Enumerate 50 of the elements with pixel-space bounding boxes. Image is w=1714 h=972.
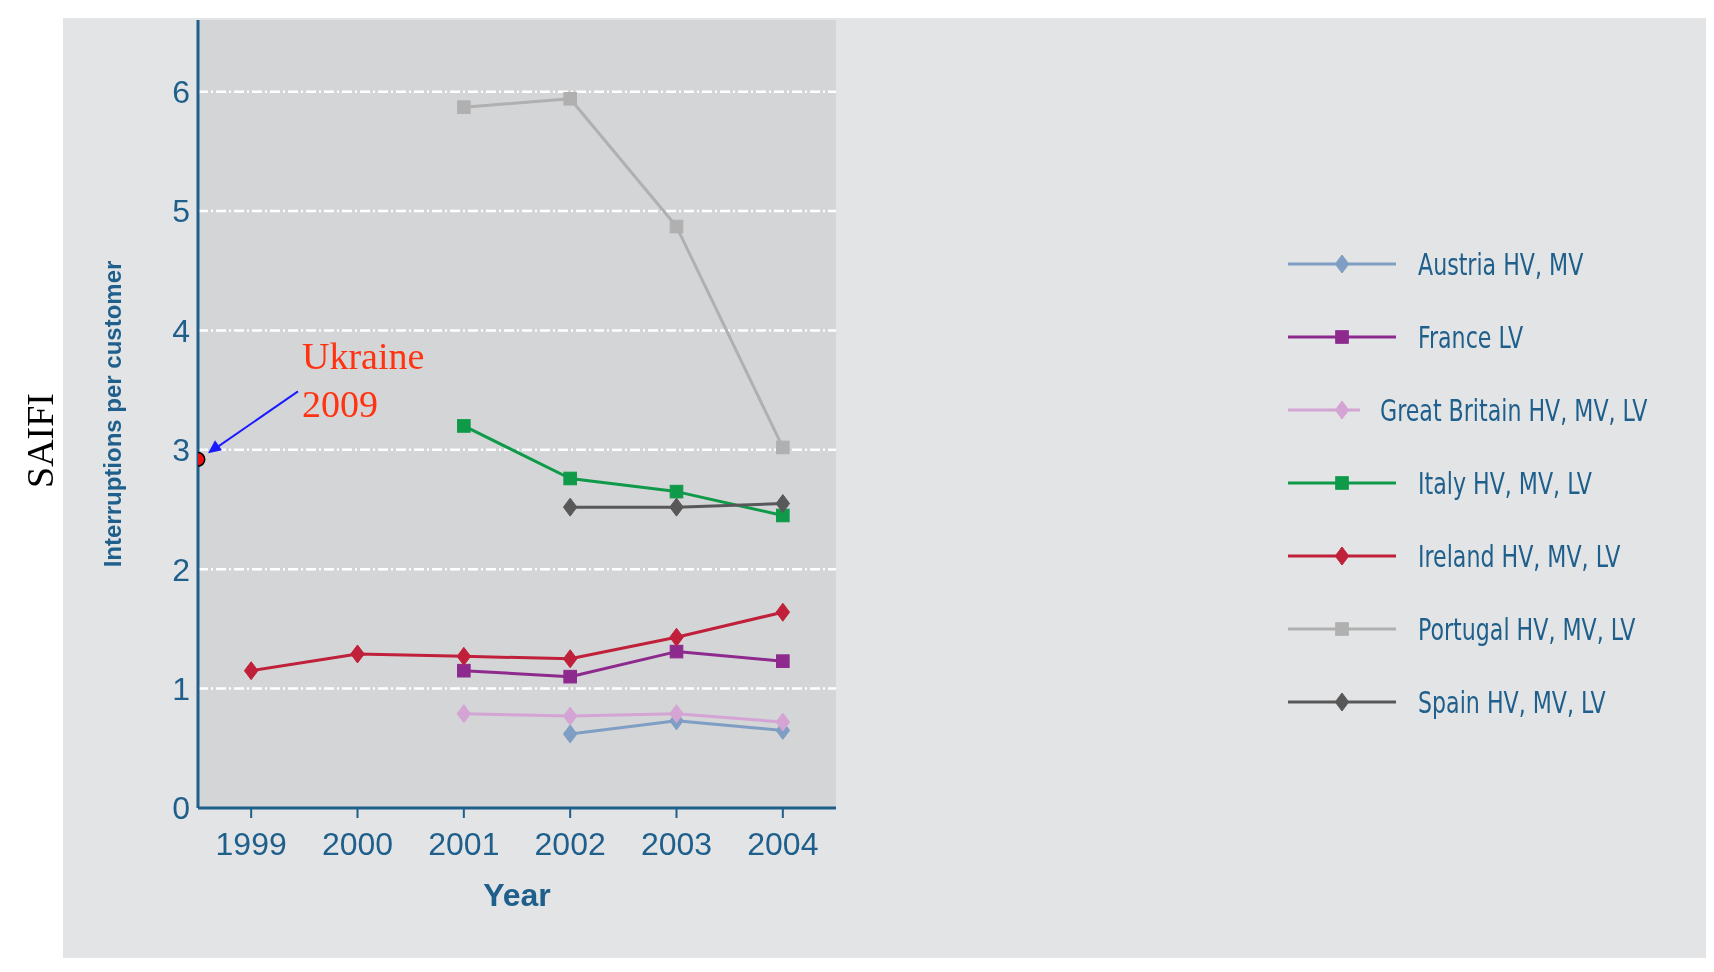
x-tick-label: 1999 xyxy=(215,825,287,862)
y-tick-label: 4 xyxy=(172,312,190,349)
x-tick-label: 2003 xyxy=(640,825,713,862)
point xyxy=(775,494,791,514)
y-tick-label: 3 xyxy=(172,432,190,469)
legend-label: Spain HV, MV, LV xyxy=(1418,684,1606,720)
point xyxy=(350,644,365,664)
y-tick-label: 2 xyxy=(172,551,190,588)
x-tick-label: 2004 xyxy=(747,825,819,862)
x-tick-label: 2000 xyxy=(321,825,394,862)
point xyxy=(563,669,577,684)
point xyxy=(457,419,471,433)
point xyxy=(562,497,578,517)
point xyxy=(456,704,472,724)
y-tick-label: 0 xyxy=(172,790,190,827)
legend-label: Portugal HV, MV, LV xyxy=(1418,611,1636,647)
legend-label: Ireland HV, MV, LV xyxy=(1418,538,1621,574)
y-axis-title: Interruptions per customer xyxy=(98,260,126,568)
point xyxy=(776,654,790,668)
x-tick-label: 2001 xyxy=(428,825,500,862)
annotation: Ukraine 2009 xyxy=(302,335,425,426)
legend-label: Great Britain HV, MV, LV xyxy=(1379,392,1648,428)
legend-label: Austria HV, MV xyxy=(1418,246,1584,282)
legend-label: Italy HV, MV, LV xyxy=(1418,465,1592,501)
point xyxy=(456,646,472,666)
point xyxy=(457,663,471,678)
x-axis-title: Year xyxy=(483,877,551,913)
point xyxy=(562,724,578,744)
point xyxy=(669,497,684,517)
point xyxy=(562,706,578,726)
point xyxy=(669,704,684,724)
point xyxy=(775,712,791,732)
legend-label: France LV xyxy=(1418,319,1524,355)
point xyxy=(669,219,684,234)
x-tick-label: 2002 xyxy=(534,825,606,862)
point xyxy=(669,627,684,647)
point xyxy=(776,508,790,523)
point xyxy=(457,100,471,114)
point xyxy=(563,92,577,106)
y-tick-label: 5 xyxy=(172,193,190,230)
point xyxy=(669,644,684,659)
text: SAIFI xyxy=(18,392,62,488)
point xyxy=(562,649,578,669)
point xyxy=(776,440,790,455)
point xyxy=(669,484,684,499)
y-tick-label: 1 xyxy=(172,670,190,707)
point xyxy=(243,661,259,681)
y-tick-label: 6 xyxy=(172,74,190,110)
point xyxy=(563,471,577,486)
point xyxy=(775,602,791,622)
